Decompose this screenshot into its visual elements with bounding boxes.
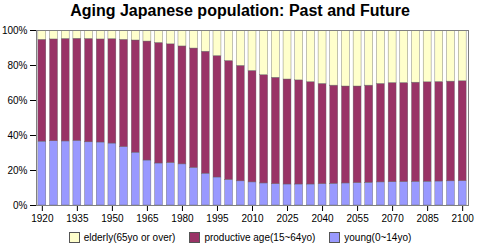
svg-text:1950: 1950 xyxy=(101,213,124,224)
svg-text:2025: 2025 xyxy=(276,213,299,224)
html-text:Aging Japanese population: Pas: Aging Japanese population: Past and Futu… xyxy=(70,2,410,19)
svg-text:2085: 2085 xyxy=(417,213,440,224)
html-text:productive age(15~64yo): productive age(15~64yo) xyxy=(204,231,316,243)
svg-text:0%: 0% xyxy=(13,200,28,211)
svg-text:2055: 2055 xyxy=(346,213,369,224)
svg-text:40%: 40% xyxy=(7,130,27,141)
svg-text:80%: 80% xyxy=(7,60,27,71)
html-text:young(0~14yo): young(0~14yo) xyxy=(344,231,412,243)
svg-text:2070: 2070 xyxy=(381,213,404,224)
svg-text:60%: 60% xyxy=(7,95,27,106)
svg-text:100%: 100% xyxy=(2,25,28,36)
html-text:elderly(65yo or over): elderly(65yo or over) xyxy=(83,231,176,243)
svg-text:1935: 1935 xyxy=(66,213,89,224)
svg-text:1980: 1980 xyxy=(171,213,194,224)
svg-text:2010: 2010 xyxy=(241,213,264,224)
svg-text:2040: 2040 xyxy=(311,213,334,224)
svg-text:20%: 20% xyxy=(7,165,27,176)
svg-text:2100: 2100 xyxy=(452,213,475,224)
svg-text:1920: 1920 xyxy=(31,213,54,224)
svg-text:1995: 1995 xyxy=(206,213,229,224)
svg-text:1965: 1965 xyxy=(136,213,159,224)
